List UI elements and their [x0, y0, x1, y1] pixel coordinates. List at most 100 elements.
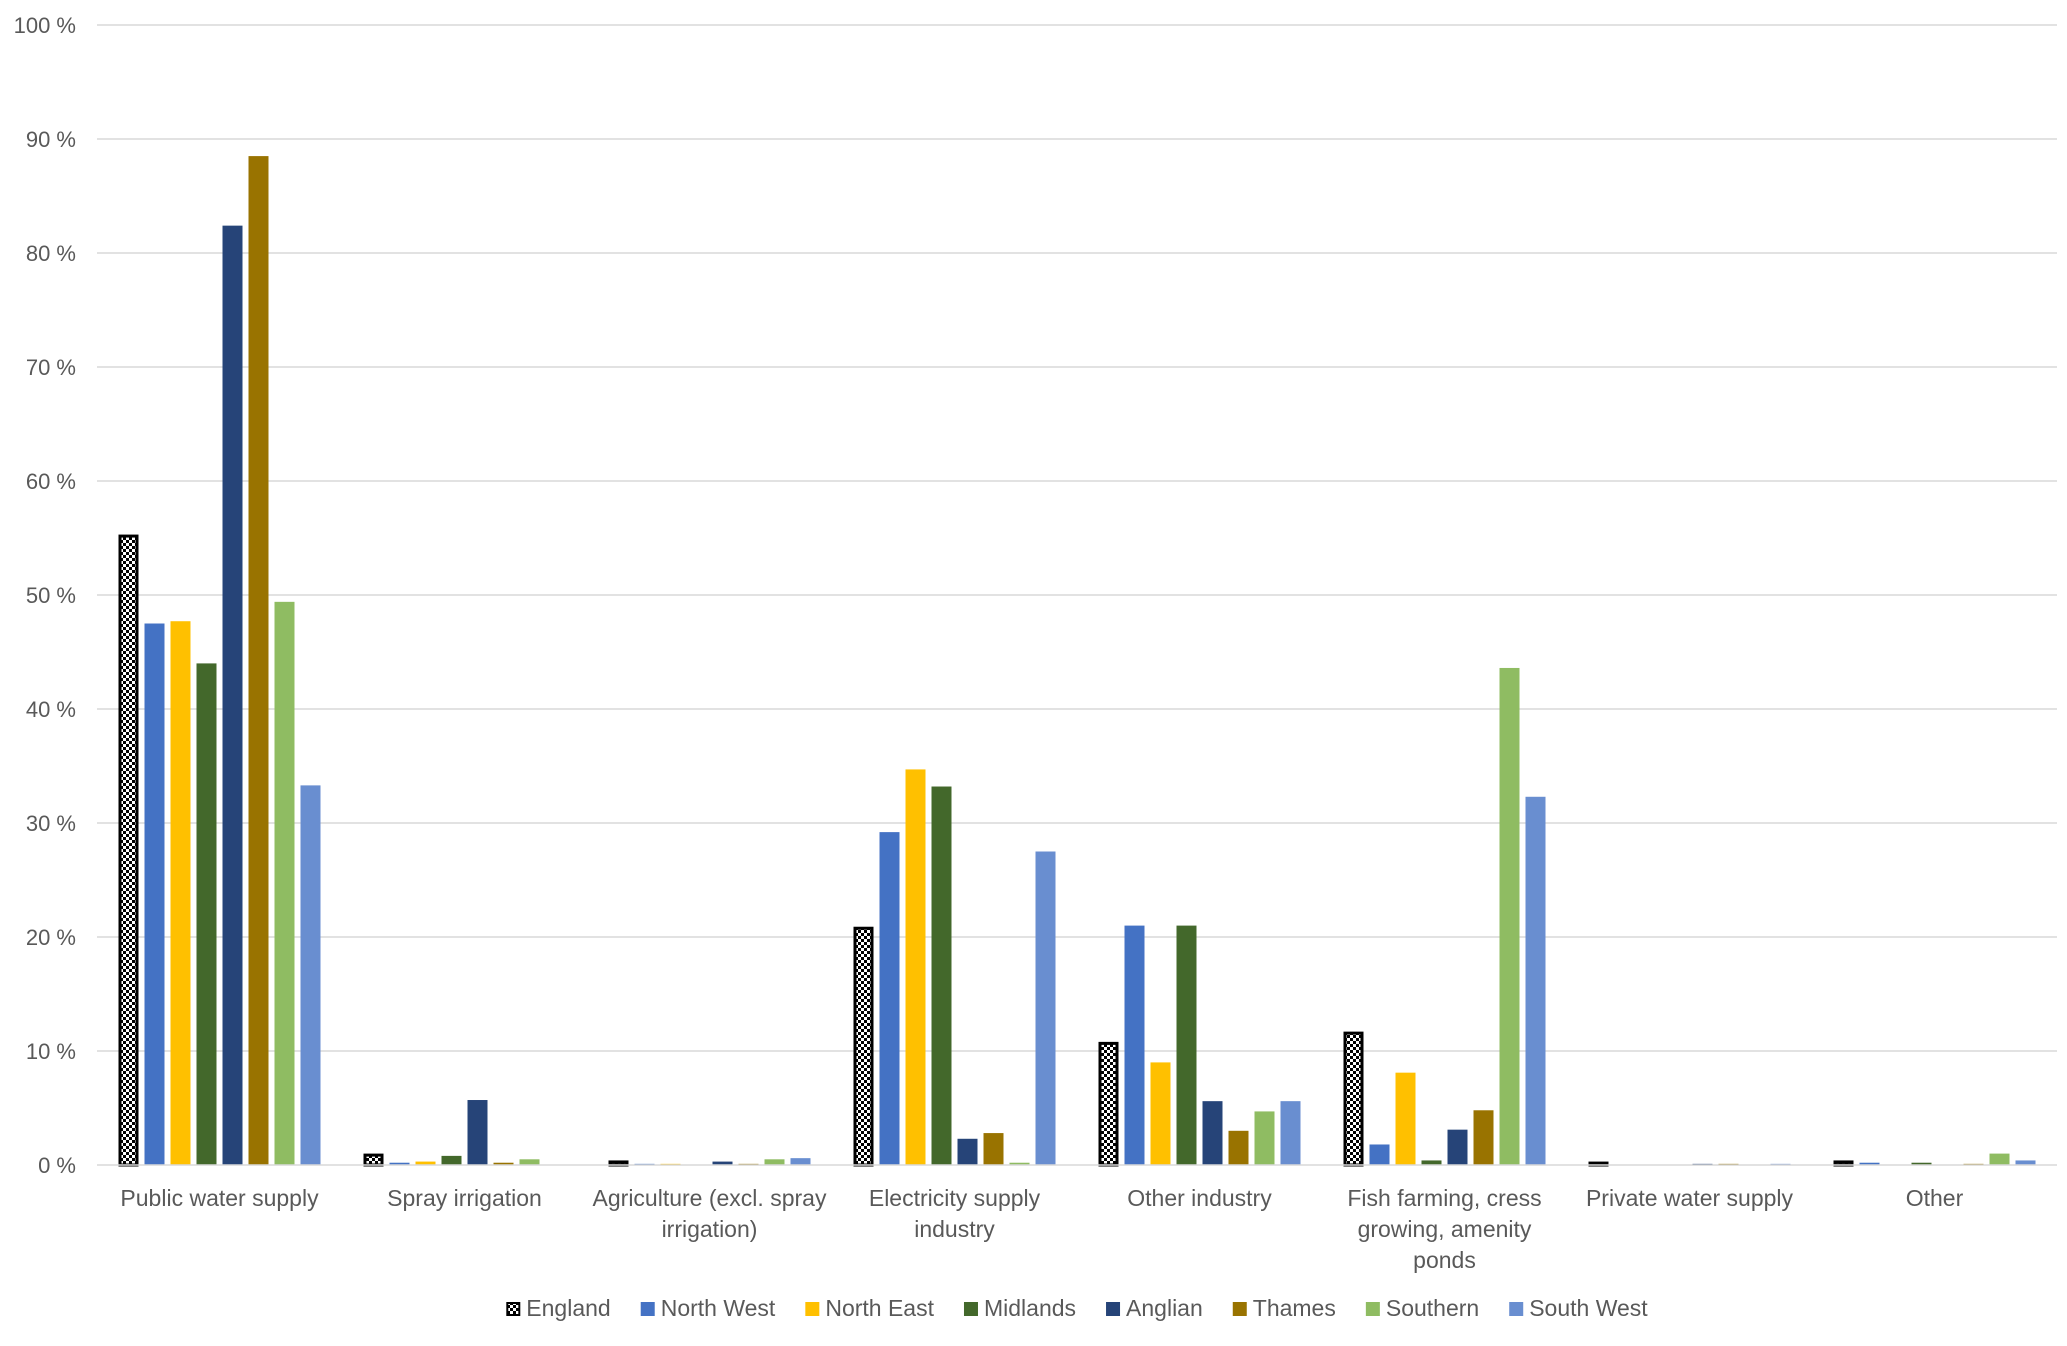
bar	[983, 1133, 1004, 1165]
x-category-label: Fish farming, cress growing, amenity ponds	[1347, 1185, 1541, 1273]
bar	[1343, 1031, 1364, 1167]
legend-swatch	[1232, 1302, 1247, 1316]
bar	[1009, 1162, 1030, 1165]
x-category-label: Spray irrigation	[387, 1185, 542, 1211]
bar	[118, 534, 139, 1167]
series-midlands	[196, 663, 1932, 1165]
legend-swatch	[640, 1302, 655, 1316]
bar	[879, 832, 900, 1165]
bar	[905, 769, 926, 1165]
x-category-label: Agriculture (excl. spray irrigation)	[593, 1185, 827, 1242]
legend-label: England	[526, 1295, 610, 1321]
y-tick-label: 50 %	[26, 583, 76, 608]
legend-item: Midlands	[963, 1295, 1076, 1321]
legend-label: South West	[1529, 1295, 1648, 1321]
bar	[1369, 1144, 1390, 1165]
legend-item: England	[506, 1295, 611, 1321]
bar	[1859, 1162, 1880, 1165]
bar	[1499, 667, 1520, 1165]
y-tick-label: 10 %	[26, 1039, 76, 1064]
legend-label: North West	[661, 1295, 776, 1321]
bar	[1473, 1110, 1494, 1165]
y-tick-label: 0 %	[38, 1153, 76, 1178]
bar	[2015, 1160, 2036, 1165]
legend-swatch	[1365, 1302, 1380, 1316]
legend-label: Southern	[1386, 1295, 1479, 1321]
legend-label: Thames	[1253, 1295, 1336, 1321]
legend: England North West North East Midlands Angli…	[506, 1295, 1648, 1321]
bar	[1254, 1111, 1275, 1165]
y-tick-label: 80 %	[26, 241, 76, 266]
bar	[1176, 925, 1197, 1165]
y-tick-label: 20 %	[26, 925, 76, 950]
legend-item: Anglian	[1106, 1295, 1203, 1321]
x-axis-category-labels: Public water supply Spray irrigation Agric…	[120, 1185, 1963, 1273]
bar	[931, 786, 952, 1165]
bar	[493, 1162, 514, 1165]
legend-item: Southern	[1365, 1295, 1479, 1321]
legend-item: South West	[1509, 1295, 1648, 1321]
bar	[196, 663, 217, 1165]
y-tick-label: 40 %	[26, 697, 76, 722]
series-north-west	[144, 623, 1880, 1165]
legend-swatch	[506, 1302, 521, 1316]
bar	[300, 785, 321, 1165]
y-tick-label: 60 %	[26, 469, 76, 494]
bar	[1395, 1072, 1416, 1165]
legend-item: Thames	[1232, 1295, 1336, 1321]
legend-label: Anglian	[1126, 1295, 1203, 1321]
series-southern	[274, 601, 2010, 1165]
x-category-label: Public water supply	[120, 1185, 319, 1211]
bar	[1202, 1101, 1223, 1165]
series-thames	[248, 156, 1984, 1166]
bar	[1228, 1130, 1249, 1165]
bar	[144, 623, 165, 1165]
x-category-label: Electricity supply industry	[869, 1185, 1041, 1242]
bar	[1035, 851, 1056, 1165]
legend-item: North West	[640, 1295, 776, 1321]
bar	[248, 156, 269, 1166]
y-tick-label: 90 %	[26, 127, 76, 152]
x-category-label: Other industry	[1127, 1185, 1272, 1211]
bar	[467, 1100, 488, 1165]
bar-series-group	[118, 156, 2036, 1167]
bar	[957, 1138, 978, 1165]
bar	[1280, 1101, 1301, 1165]
bar	[712, 1161, 733, 1165]
bar	[389, 1162, 410, 1165]
bar	[1989, 1153, 2010, 1165]
series-england	[118, 534, 1854, 1167]
bar	[519, 1159, 540, 1165]
bar	[1421, 1160, 1442, 1165]
y-axis-tick-labels: 0 % 10 % 20 % 30 % 40 % 50 % 60 % 70 % 80 % 90 % 1…	[14, 13, 76, 1178]
legend-label: Midlands	[984, 1295, 1076, 1321]
x-category-label: Private water supply	[1586, 1185, 1794, 1211]
bar	[1098, 1041, 1119, 1167]
bar	[790, 1158, 811, 1165]
legend-swatch	[1509, 1302, 1524, 1316]
y-tick-label: 70 %	[26, 355, 76, 380]
bar	[441, 1155, 462, 1165]
series-south-west	[300, 785, 2036, 1165]
bar	[764, 1159, 785, 1165]
y-tick-label: 30 %	[26, 811, 76, 836]
bar	[1525, 796, 1546, 1165]
bar	[222, 225, 243, 1165]
gridlines	[97, 24, 2057, 1052]
y-tick-label: 100 %	[14, 13, 76, 38]
legend-swatch	[805, 1302, 820, 1316]
bar	[853, 926, 874, 1167]
bar	[415, 1161, 436, 1165]
legend-swatch	[1106, 1302, 1121, 1316]
bar	[170, 621, 191, 1165]
x-category-label: Other	[1906, 1185, 1964, 1211]
bar	[1124, 925, 1145, 1165]
bar	[363, 1153, 384, 1167]
bar	[1447, 1129, 1468, 1165]
series-north-east	[170, 621, 1416, 1165]
series-anglian	[222, 225, 1713, 1165]
bar	[274, 601, 295, 1165]
legend-label: North East	[825, 1295, 934, 1321]
